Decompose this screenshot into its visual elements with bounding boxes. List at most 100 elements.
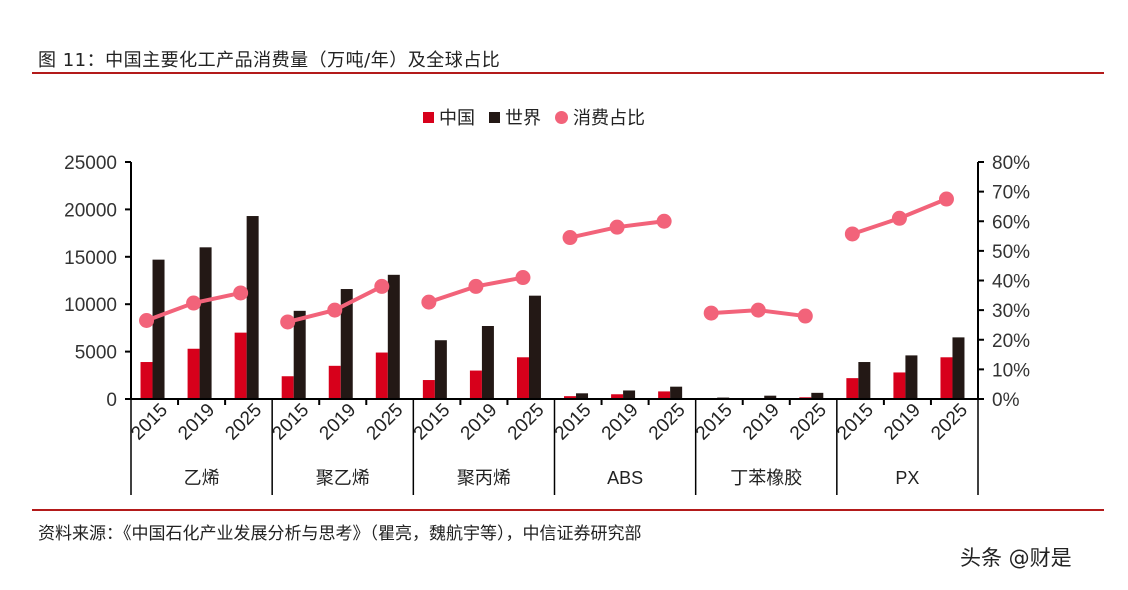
china-bar bbox=[846, 378, 859, 399]
right-tick-label: 40% bbox=[992, 272, 1030, 293]
left-tick-label: 5000 bbox=[75, 343, 117, 364]
world-bar bbox=[340, 289, 353, 399]
year-tick-label: 2019 bbox=[316, 400, 361, 445]
world-bar bbox=[246, 216, 259, 399]
share-point bbox=[280, 314, 296, 330]
world-bar bbox=[152, 259, 165, 399]
year-tick-label: 2015 bbox=[410, 400, 455, 445]
left-tick-label: 15000 bbox=[64, 248, 117, 269]
year-tick-label: 2019 bbox=[880, 400, 925, 445]
group-label: 聚丙烯 bbox=[457, 468, 511, 488]
share-point bbox=[515, 270, 531, 286]
share-point bbox=[327, 302, 343, 318]
left-y-axis: 0 5000 10000 15000 20000 25000 bbox=[64, 153, 132, 411]
world-bar bbox=[481, 326, 494, 399]
china-bar bbox=[516, 357, 529, 399]
figure-title: 图 11：中国主要化工产品消费量（万吨/年）及全球占比 bbox=[38, 50, 501, 71]
share-point bbox=[609, 219, 625, 235]
share-point bbox=[233, 285, 249, 301]
right-tick-label: 60% bbox=[992, 212, 1030, 233]
world-bar bbox=[905, 355, 918, 399]
right-tick-label: 30% bbox=[992, 301, 1030, 322]
china-bar bbox=[658, 391, 671, 399]
right-tick-label: 0% bbox=[992, 390, 1020, 411]
legend-item-china: 中国 bbox=[423, 104, 475, 130]
china-bar bbox=[611, 394, 624, 399]
china-bar bbox=[940, 357, 953, 399]
year-tick-label: 2015 bbox=[268, 400, 313, 445]
year-tick-label: 2025 bbox=[363, 400, 408, 445]
share-point bbox=[656, 213, 672, 229]
share-point bbox=[374, 278, 390, 294]
left-tick-label: 25000 bbox=[64, 153, 117, 174]
china-bar bbox=[469, 370, 482, 399]
share-point bbox=[139, 312, 155, 328]
left-tick-label: 20000 bbox=[64, 200, 117, 221]
china-bar bbox=[893, 372, 906, 399]
right-tick-label: 50% bbox=[992, 242, 1030, 263]
share-point bbox=[891, 210, 907, 226]
right-tick-label: 10% bbox=[992, 360, 1030, 381]
world-bar bbox=[623, 390, 636, 399]
right-tick-label: 70% bbox=[992, 183, 1030, 204]
china-bar bbox=[140, 362, 153, 399]
china-bar bbox=[422, 380, 435, 399]
world-bar bbox=[858, 362, 871, 399]
share-point bbox=[938, 191, 954, 207]
right-y-axis: 0% 10% 20% 30% 40% 50% 60% 70% 80% bbox=[977, 153, 1030, 411]
china-bar bbox=[328, 365, 341, 399]
share-point bbox=[703, 305, 719, 321]
year-tick-label: 2019 bbox=[739, 400, 784, 445]
bar-series bbox=[140, 216, 965, 399]
year-tick-label: 2025 bbox=[504, 400, 549, 445]
right-tick-label: 20% bbox=[992, 331, 1030, 352]
group-label: ABS bbox=[607, 468, 643, 488]
share-line-series bbox=[139, 191, 954, 330]
source-note: 资料来源：《中国石化产业发展分析与思考》（瞿亮，魏航宇等），中信证券研究部 bbox=[38, 524, 642, 544]
group-label: 聚乙烯 bbox=[316, 468, 370, 488]
world-bar bbox=[764, 395, 777, 399]
share-point bbox=[421, 294, 437, 310]
right-tick-label: 80% bbox=[992, 153, 1030, 174]
world-bar bbox=[576, 393, 589, 399]
year-tick-label: 2015 bbox=[127, 400, 172, 445]
year-tick-label: 2015 bbox=[551, 400, 596, 445]
year-tick-label: 2015 bbox=[833, 400, 878, 445]
world-bar bbox=[670, 386, 683, 399]
legend-label-world: 世界 bbox=[505, 108, 541, 129]
legend-item-share: 消费占比 bbox=[555, 104, 645, 130]
legend-label-share: 消费占比 bbox=[573, 108, 645, 129]
left-tick-label: 10000 bbox=[64, 295, 117, 316]
world-bar bbox=[293, 310, 306, 399]
year-tick-label: 2019 bbox=[457, 400, 502, 445]
world-swatch-icon bbox=[489, 111, 500, 123]
world-bar bbox=[387, 274, 400, 399]
group-label: PX bbox=[895, 468, 919, 488]
share-dot-icon bbox=[555, 110, 568, 124]
china-bar bbox=[564, 396, 577, 399]
year-tick-label: 2015 bbox=[692, 400, 737, 445]
share-point bbox=[844, 226, 860, 242]
legend-label-china: 中国 bbox=[439, 108, 475, 129]
world-bar bbox=[434, 340, 447, 399]
x-axis: 2015 2019 2025 2015 2019 2025 2015 2019 2025 2015… bbox=[125, 398, 984, 495]
title-divider bbox=[32, 72, 1104, 74]
watermark: 头条 @财是 bbox=[960, 546, 1072, 570]
source-divider bbox=[32, 509, 1104, 511]
china-bar bbox=[281, 376, 294, 399]
group-label: 乙烯 bbox=[184, 468, 220, 488]
group-label: 丁苯橡胶 bbox=[730, 468, 802, 488]
share-point bbox=[186, 295, 202, 311]
china-bar bbox=[375, 352, 388, 399]
china-bar bbox=[234, 332, 247, 399]
china-bar bbox=[187, 348, 200, 399]
world-bar bbox=[199, 247, 212, 399]
year-tick-label: 2025 bbox=[927, 400, 972, 445]
world-bar bbox=[811, 392, 824, 399]
year-tick-label: 2025 bbox=[786, 400, 831, 445]
left-tick-label: 0 bbox=[106, 390, 117, 411]
china-swatch-icon bbox=[423, 111, 434, 123]
world-bar bbox=[952, 337, 965, 399]
share-point bbox=[468, 278, 484, 294]
